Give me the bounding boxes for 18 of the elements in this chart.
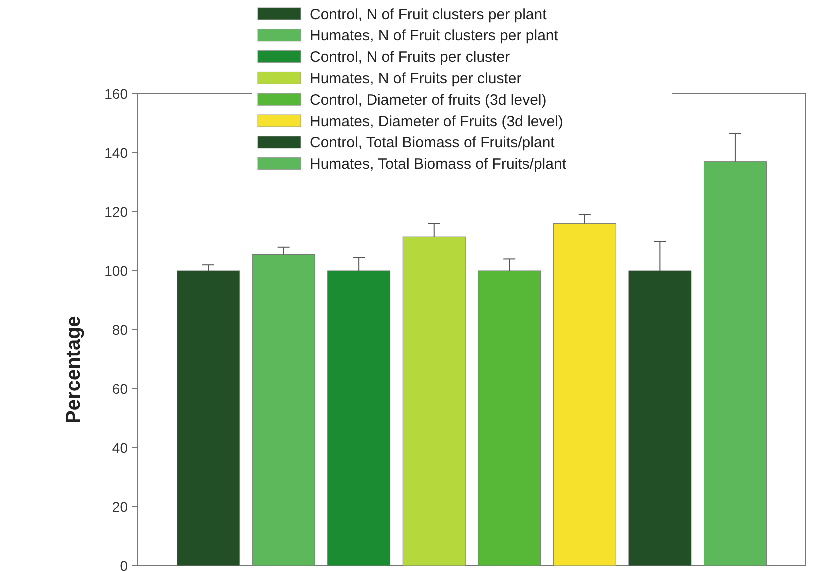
legend-label: Control, Total Biomass of Fruits/plant [310,134,556,152]
y-tick-label: 120 [104,204,128,220]
y-tick-label: 20 [112,498,128,515]
legend-label: Control, N of Fruit clusters per plant [310,6,548,24]
y-tick-label: 80 [112,322,128,338]
legend-label: Humates, N of Fruits per cluster [310,70,522,88]
y-tick-label: 0 [120,558,128,571]
y-axis-title: Percentage [63,316,85,424]
legend-label: Humates, N of Fruit clusters per plant [310,28,560,45]
y-tick-label: 140 [104,144,128,161]
y-tick-label: 160 [104,86,128,102]
legend-label: Control, Diameter of fruits (3d level) [310,92,547,109]
legend-label: Humates, Diameter of Fruits (3d level) [310,113,564,130]
y-tick-label: 60 [112,380,128,397]
y-tick-label: 40 [112,440,128,456]
legend-label: Humates, Total Biomass of Fruits/plant [310,156,568,174]
legend-label: Control, N of Fruits per cluster [310,49,510,66]
y-tick-label: 100 [104,262,128,279]
